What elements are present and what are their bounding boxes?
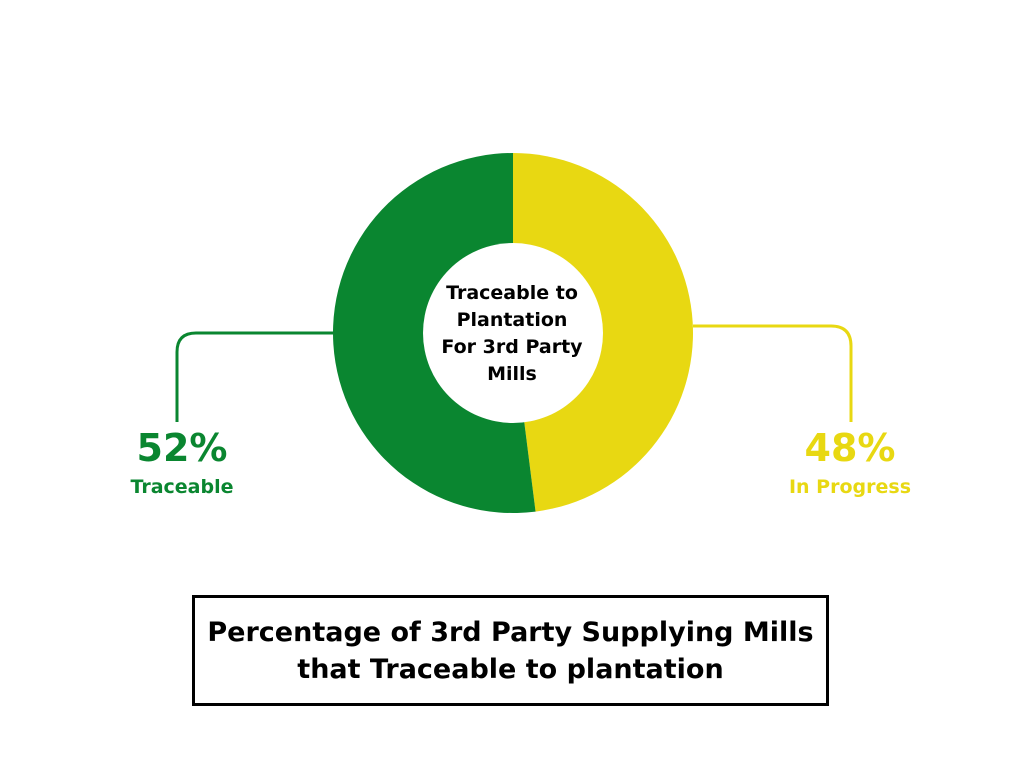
chart-caption-line: that Traceable to plantation <box>297 653 724 685</box>
slice-in-progress <box>513 152 694 512</box>
traceable-percent-label: 52% <box>136 426 228 470</box>
in-progress-percent-label: 48% <box>804 426 896 470</box>
donut-hole <box>423 243 603 423</box>
leader-line-in-progress <box>693 324 853 422</box>
center-label-line: Mills <box>487 363 537 385</box>
in-progress-category-label: In Progress <box>788 476 912 498</box>
donut-center-label: Traceable to Plantation For 3rd Party Mi… <box>432 280 592 388</box>
center-label-line: Traceable to <box>446 282 578 304</box>
center-label-line: Plantation <box>456 309 568 331</box>
traceable-category-label: Traceable <box>130 476 234 498</box>
chart-caption-line: Percentage of 3rd Party Supplying Mills <box>207 616 814 648</box>
chart-caption-box: Percentage of 3rd Party Supplying Mills … <box>192 595 829 706</box>
leader-line-traceable <box>175 331 333 422</box>
center-label-line: For 3rd Party <box>441 336 583 358</box>
